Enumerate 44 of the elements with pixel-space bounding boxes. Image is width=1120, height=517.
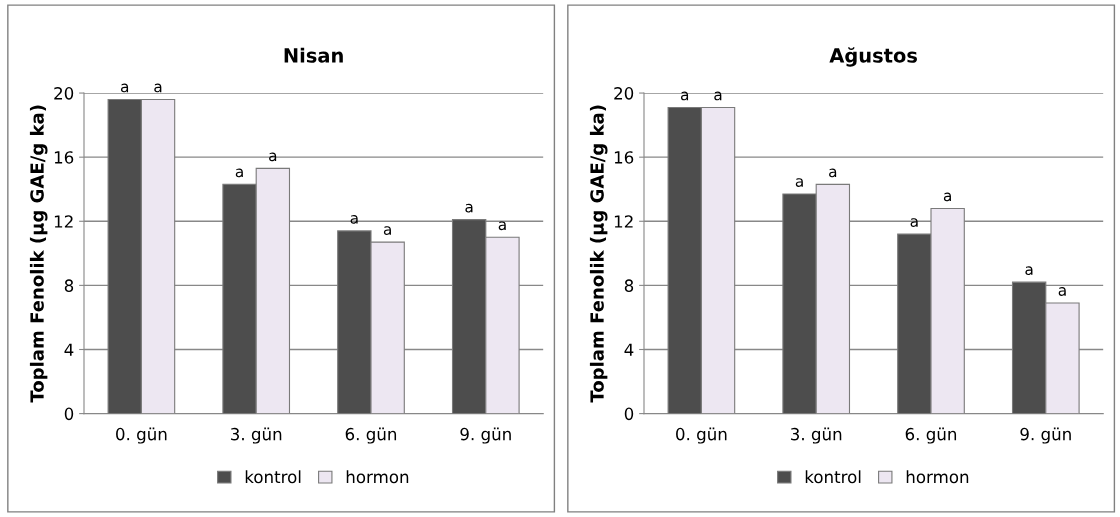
data-label: a [943,192,951,202]
y-tick-label: 4 [64,343,74,356]
y-tick-label: 16 [54,151,74,164]
data-label: a [350,214,358,224]
chart-title: Ağustos [829,47,917,67]
y-tick-label: 20 [54,87,74,100]
x-tick-label: 9. gün [460,427,511,444]
data-label: a [714,91,722,101]
data-label: a [829,168,837,178]
data-label: a [120,83,129,93]
data-label: a [1025,266,1033,276]
x-tick-label: 3. gün [791,427,842,444]
chart-title: Nisan [284,47,343,63]
data-label: a [498,221,506,231]
y-tick-label: 12 [54,215,73,228]
x-tick-label: 0. gün [676,427,727,444]
data-label: a [383,226,391,235]
x-tick-label: 9. gün [1020,427,1071,444]
x-tick-label: 3. gün [231,427,282,444]
legend-label: hormon [346,470,409,484]
data-label: a [235,168,243,178]
y-tick-label: 16 [614,151,634,164]
data-label: a [269,152,277,162]
data-label: a [1058,287,1066,296]
y-axis-title: Toplam Fenolik (µg GAE/g ka) [589,105,608,403]
legend-label: kontrol [245,470,301,484]
y-tick-label: 4 [624,343,634,356]
data-label: a [910,218,918,227]
y-axis-title: Toplam Fenolik (µg GAE/g ka) [29,105,48,403]
data-label: a [154,83,162,93]
x-tick-label: 6. gün [905,427,957,444]
legend-label: kontrol [805,470,861,484]
y-tick-label: 0 [64,407,74,421]
y-tick-label: 20 [614,87,634,100]
x-tick-label: 6. gün [345,427,397,444]
data-label: a [465,203,473,213]
y-tick-label: 12 [614,215,633,228]
y-tick-label: 8 [624,279,634,292]
legend-label: hormon [906,470,969,484]
y-tick-label: 0 [624,407,634,421]
data-label: a [795,178,803,187]
y-tick-label: 8 [64,279,74,292]
x-tick-label: 0. gün [116,427,167,444]
data-label: a [680,91,689,101]
